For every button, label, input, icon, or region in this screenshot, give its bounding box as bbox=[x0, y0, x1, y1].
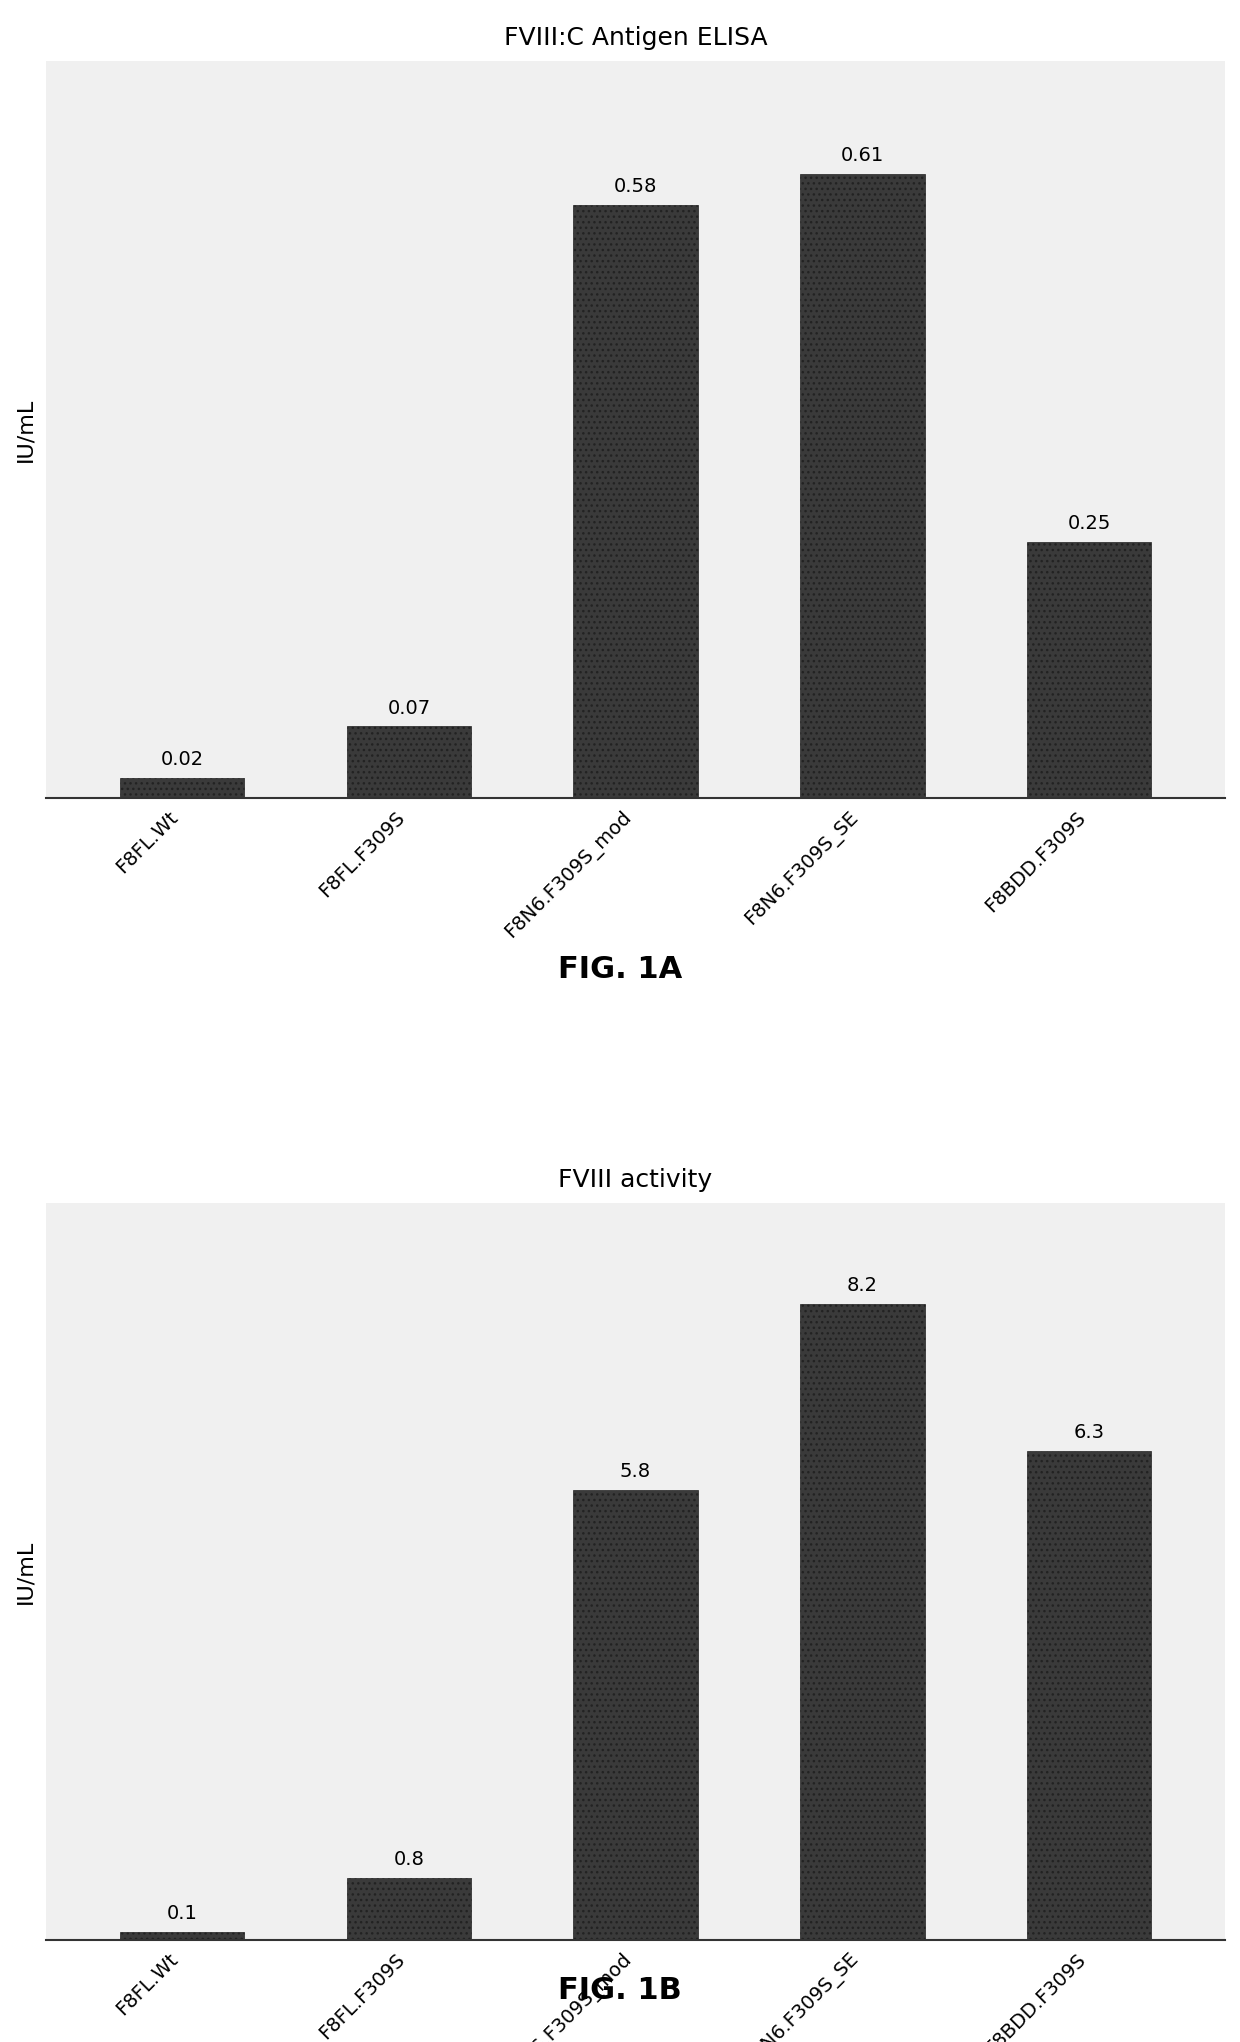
Bar bbox=[346, 1879, 471, 1940]
Text: 5.8: 5.8 bbox=[620, 1462, 651, 1480]
Text: 0.1: 0.1 bbox=[166, 1905, 197, 1924]
Text: 8.2: 8.2 bbox=[847, 1276, 878, 1295]
Title: FVIII:C Antigen ELISA: FVIII:C Antigen ELISA bbox=[503, 27, 768, 49]
Text: FIG. 1A: FIG. 1A bbox=[558, 956, 682, 984]
Text: 0.8: 0.8 bbox=[393, 1850, 424, 1868]
Text: 6.3: 6.3 bbox=[1074, 1423, 1105, 1442]
Bar bbox=[573, 1491, 698, 1940]
Bar bbox=[120, 778, 244, 798]
Text: 0.02: 0.02 bbox=[160, 749, 203, 768]
Title: FVIII activity: FVIII activity bbox=[558, 1168, 713, 1193]
Bar bbox=[573, 204, 698, 798]
Text: 0.07: 0.07 bbox=[387, 698, 430, 717]
Text: 0.25: 0.25 bbox=[1068, 515, 1111, 533]
Bar bbox=[800, 1305, 925, 1940]
Y-axis label: IU/mL: IU/mL bbox=[15, 398, 35, 461]
Bar bbox=[346, 727, 471, 798]
Bar bbox=[120, 1932, 244, 1940]
Text: FIG. 1B: FIG. 1B bbox=[558, 1977, 682, 2005]
Text: 0.58: 0.58 bbox=[614, 178, 657, 196]
Y-axis label: IU/mL: IU/mL bbox=[15, 1540, 35, 1603]
Bar bbox=[1027, 1452, 1151, 1940]
Text: 0.61: 0.61 bbox=[841, 145, 884, 165]
Bar bbox=[800, 174, 925, 798]
Bar bbox=[1027, 543, 1151, 798]
